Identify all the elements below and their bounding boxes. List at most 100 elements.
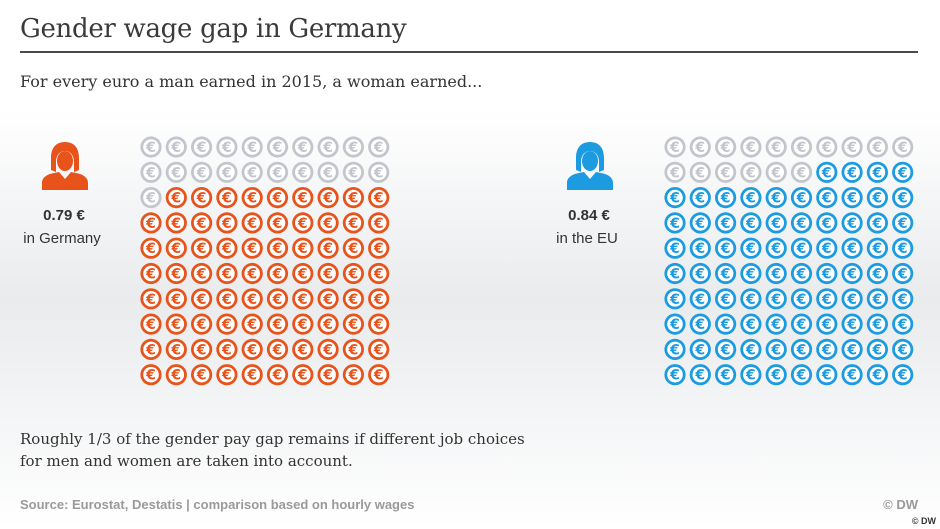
euro-coin-icon-filled: €	[266, 187, 289, 209]
euro-coin-icon-filled: €	[765, 237, 787, 259]
svg-text:€: €	[145, 216, 156, 232]
euro-coin-icon-empty: €	[765, 136, 787, 158]
euro-coin-icon-filled: €	[866, 237, 888, 259]
svg-text:€: €	[669, 140, 680, 156]
euro-coin-icon-filled: €	[368, 338, 390, 360]
svg-text:€: €	[196, 342, 207, 358]
euro-coin-icon-filled: €	[790, 212, 813, 234]
euro-coin-icon-filled: €	[165, 237, 187, 259]
svg-text:€: €	[897, 267, 908, 283]
svg-text:€: €	[145, 317, 156, 333]
euro-coin-icon-filled: €	[765, 364, 787, 386]
svg-text:€: €	[770, 317, 781, 333]
euro-coin-icon-empty: €	[715, 136, 737, 158]
euro-coin-icon-filled: €	[892, 187, 914, 209]
euro-coin-icon-filled: €	[841, 262, 863, 285]
euro-coin-icon-empty: €	[266, 161, 289, 183]
svg-text:€: €	[297, 267, 308, 283]
euro-coin-icon-filled: €	[368, 364, 390, 386]
svg-text:€: €	[373, 267, 384, 283]
svg-text:€: €	[821, 216, 832, 232]
euro-coin-icon-filled: €	[841, 187, 863, 209]
svg-text:€: €	[221, 165, 232, 181]
euro-coin-icon-filled: €	[241, 288, 263, 310]
svg-text:€: €	[196, 140, 207, 156]
euro-coin-icon-filled: €	[241, 212, 263, 234]
svg-text:€: €	[170, 140, 181, 156]
euro-coin-icon-filled: €	[841, 288, 863, 310]
svg-text:€: €	[720, 216, 731, 232]
svg-text:€: €	[694, 216, 705, 232]
svg-text:€: €	[897, 342, 908, 358]
euro-coin-icon-filled: €	[892, 237, 914, 259]
euro-coin-icon-filled: €	[368, 212, 390, 234]
euro-coin-icon-filled: €	[165, 262, 187, 285]
svg-text:€: €	[821, 191, 832, 207]
svg-text:€: €	[246, 317, 257, 333]
euro-coin-icon-empty: €	[892, 136, 914, 158]
svg-text:€: €	[322, 317, 333, 333]
svg-text:€: €	[720, 241, 731, 257]
svg-text:€: €	[745, 140, 756, 156]
euro-coin-icon-filled: €	[317, 338, 339, 360]
euro-coin-icon-empty: €	[368, 136, 390, 158]
footnote-line-2: for men and women are taken into account…	[20, 452, 353, 470]
svg-text:€: €	[145, 368, 156, 384]
svg-text:€: €	[846, 241, 857, 257]
svg-text:€: €	[170, 267, 181, 283]
euro-coin-icon-filled: €	[165, 187, 187, 209]
euro-coin-icon-filled: €	[816, 313, 838, 335]
euro-coin-icon-filled: €	[892, 338, 914, 360]
svg-text:€: €	[720, 267, 731, 283]
euro-coin-icon-empty: €	[342, 161, 364, 183]
svg-text:€: €	[720, 165, 731, 181]
source-text: Source: Eurostat, Destatis | comparison …	[20, 497, 415, 512]
euro-coin-icon-filled: €	[892, 364, 914, 386]
svg-text:€: €	[221, 140, 232, 156]
euro-coin-icon-filled: €	[816, 338, 838, 360]
euro-coin-icon-filled: €	[191, 338, 213, 360]
euro-coin-icon-filled: €	[140, 237, 162, 259]
svg-text:€: €	[170, 191, 181, 207]
euro-coin-icon-filled: €	[191, 237, 213, 259]
svg-text:€: €	[745, 368, 756, 384]
svg-text:€: €	[770, 165, 781, 181]
svg-text:€: €	[846, 368, 857, 384]
svg-text:€: €	[322, 191, 333, 207]
svg-text:€: €	[821, 342, 832, 358]
svg-text:€: €	[872, 191, 883, 207]
svg-text:€: €	[196, 216, 207, 232]
euro-coin-icon-empty: €	[740, 161, 762, 183]
svg-text:€: €	[770, 241, 781, 257]
svg-text:€: €	[770, 140, 781, 156]
svg-text:€: €	[897, 140, 908, 156]
euro-coin-icon-filled: €	[715, 338, 737, 360]
euro-coin-icon-filled: €	[241, 364, 263, 386]
svg-text:€: €	[846, 267, 857, 283]
euro-coin-icon-filled: €	[292, 364, 314, 386]
euro-coin-icon-empty: €	[765, 161, 787, 183]
svg-text:€: €	[297, 241, 308, 257]
svg-text:€: €	[846, 292, 857, 308]
svg-text:€: €	[322, 241, 333, 257]
euro-coin-icon-filled: €	[765, 288, 787, 310]
euro-coin-icon-empty: €	[216, 161, 238, 183]
svg-text:€: €	[272, 368, 283, 384]
euro-coin-icon-filled: €	[664, 338, 686, 360]
svg-text:€: €	[322, 342, 333, 358]
euro-coin-icon-filled: €	[368, 262, 390, 285]
svg-text:€: €	[196, 165, 207, 181]
svg-text:€: €	[145, 267, 156, 283]
woman-icon-germany	[42, 142, 88, 190]
euro-coin-icon-filled: €	[241, 313, 263, 335]
svg-text:€: €	[297, 191, 308, 207]
svg-text:€: €	[872, 317, 883, 333]
euro-coin-icon-filled: €	[892, 288, 914, 310]
svg-text:€: €	[145, 165, 156, 181]
euro-coin-icon-empty: €	[866, 136, 888, 158]
euro-coin-icon-empty: €	[689, 136, 711, 158]
euro-coin-icon-filled: €	[715, 364, 737, 386]
euro-coin-icon-filled: €	[715, 212, 737, 234]
euro-coin-icon-filled: €	[140, 262, 162, 285]
svg-text:€: €	[170, 216, 181, 232]
